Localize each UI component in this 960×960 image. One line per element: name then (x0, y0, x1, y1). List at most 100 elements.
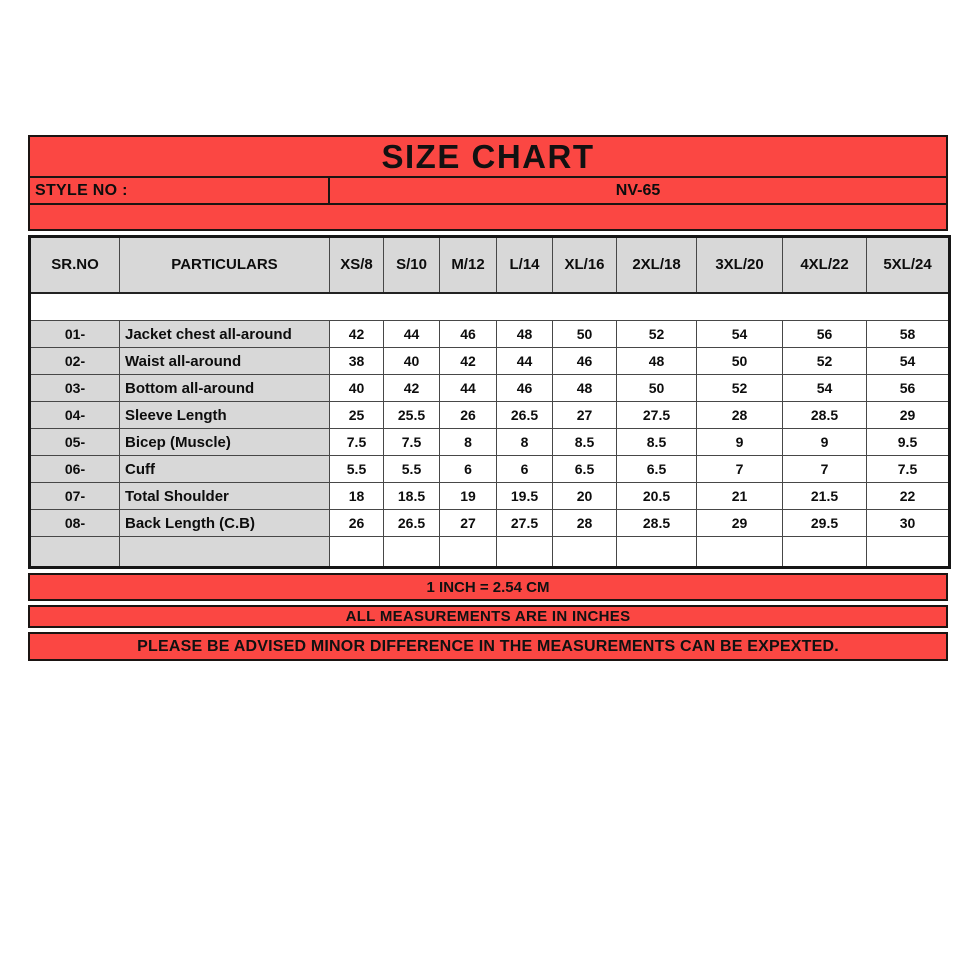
value-cell: 8.5 (616, 428, 697, 456)
value-cell: 18 (329, 482, 384, 510)
value-cell: 7.5 (383, 428, 440, 456)
value-cell: 44 (496, 347, 553, 375)
table-body: 01- Jacket chest all-around 42 44 46 48 50 52 54… (29, 292, 950, 568)
particulars-cell: Total Shoulder (119, 482, 330, 510)
value-cell: 48 (496, 320, 553, 348)
value-cell: 21 (696, 482, 783, 510)
value-cell: 29 (866, 401, 950, 429)
value-cell: 26 (329, 509, 384, 537)
sr-no-cell: 04- (29, 401, 120, 429)
sr-no-cell (29, 536, 120, 568)
value-cell: 6.5 (616, 455, 697, 483)
sr-no-cell: 05- (29, 428, 120, 456)
value-cell: 22 (866, 482, 950, 510)
size-chart-sheet: SIZE CHART STYLE NO : NV-65 SR.NO PARTICU… (28, 135, 951, 661)
note-units: ALL MEASUREMENTS ARE IN INCHES (28, 605, 948, 628)
value-cell (329, 536, 384, 568)
measurements-table: SR.NO PARTICULARS XS/8 S/10 M/12 L/14 XL/16 2XL… (28, 235, 951, 569)
value-cell (696, 536, 783, 568)
value-cell: 48 (616, 347, 697, 375)
value-cell: 8 (496, 428, 553, 456)
value-cell: 54 (696, 320, 783, 348)
sr-no-cell: 01- (29, 320, 120, 348)
particulars-cell: Bottom all-around (119, 374, 330, 402)
value-cell: 9 (782, 428, 867, 456)
value-cell: 8.5 (552, 428, 617, 456)
col-header-m-12: M/12 (439, 236, 497, 294)
value-cell: 30 (866, 509, 950, 537)
particulars-cell: Jacket chest all-around (119, 320, 330, 348)
table-header: SR.NO PARTICULARS XS/8 S/10 M/12 L/14 XL/16 2XL… (29, 236, 950, 294)
value-cell: 20 (552, 482, 617, 510)
style-no-value: NV-65 (615, 181, 661, 199)
value-cell: 27 (439, 509, 497, 537)
particulars-cell: Cuff (119, 455, 330, 483)
value-cell: 54 (866, 347, 950, 375)
col-header-3xl-20: 3XL/20 (696, 236, 783, 294)
value-cell: 7.5 (329, 428, 384, 456)
value-cell: 8 (439, 428, 497, 456)
value-cell: 58 (866, 320, 950, 348)
sr-no-cell: 08- (29, 509, 120, 537)
value-cell: 44 (383, 320, 440, 348)
particulars-cell (119, 536, 330, 568)
value-cell: 6.5 (552, 455, 617, 483)
value-cell: 19 (439, 482, 497, 510)
value-cell (866, 536, 950, 568)
value-cell: 50 (696, 347, 783, 375)
value-cell (782, 536, 867, 568)
value-cell: 52 (696, 374, 783, 402)
value-cell: 42 (383, 374, 440, 402)
table-row: 04- Sleeve Length 25 25.5 26 26.5 27 27.5 28 28.5… (29, 401, 950, 429)
value-cell (383, 536, 440, 568)
value-cell: 48 (552, 374, 617, 402)
sr-no-cell: 06- (29, 455, 120, 483)
col-header-2xl-18: 2XL/18 (616, 236, 697, 294)
value-cell (439, 536, 497, 568)
value-cell: 18.5 (383, 482, 440, 510)
style-no-label: STYLE NO : (30, 178, 330, 203)
value-cell: 19.5 (496, 482, 553, 510)
value-cell (552, 536, 617, 568)
col-header-xl-16: XL/16 (552, 236, 617, 294)
sr-no-cell: 02- (29, 347, 120, 375)
value-cell: 52 (782, 347, 867, 375)
value-cell: 27 (552, 401, 617, 429)
note-disclaimer: PLEASE BE ADVISED MINOR DIFFERENCE IN TH… (28, 632, 948, 661)
table-row: 08- Back Length (C.B) 26 26.5 27 27.5 28 28.5 29… (29, 509, 950, 537)
value-cell: 20.5 (616, 482, 697, 510)
note-inch-cm: 1 INCH = 2.54 CM (28, 573, 948, 601)
table-row: 06- Cuff 5.5 5.5 6 6 6.5 6.5 7 7 7.5 (29, 455, 950, 483)
value-cell: 50 (616, 374, 697, 402)
value-cell: 28.5 (616, 509, 697, 537)
value-cell: 25.5 (383, 401, 440, 429)
value-cell: 9.5 (866, 428, 950, 456)
col-header-5xl-24: 5XL/24 (866, 236, 950, 294)
style-no-row: STYLE NO : NV-65 (30, 178, 946, 205)
value-cell: 6 (439, 455, 497, 483)
value-cell (616, 536, 697, 568)
value-cell: 26.5 (383, 509, 440, 537)
sr-no-cell: 03- (29, 374, 120, 402)
value-cell: 26.5 (496, 401, 553, 429)
spacer-row-bottom (29, 536, 950, 568)
header-block: SIZE CHART STYLE NO : NV-65 (28, 135, 948, 231)
value-cell: 54 (782, 374, 867, 402)
particulars-cell: Sleeve Length (119, 401, 330, 429)
spacer-cell (29, 292, 950, 321)
table-row: 02- Waist all-around 38 40 42 44 46 48 50 52 54 (29, 347, 950, 375)
value-cell: 28.5 (782, 401, 867, 429)
value-cell: 9 (696, 428, 783, 456)
col-header-s-10: S/10 (383, 236, 440, 294)
value-cell: 27.5 (496, 509, 553, 537)
value-cell: 44 (439, 374, 497, 402)
value-cell: 46 (552, 347, 617, 375)
particulars-cell: Bicep (Muscle) (119, 428, 330, 456)
sr-no-cell: 07- (29, 482, 120, 510)
value-cell: 29.5 (782, 509, 867, 537)
value-cell: 52 (616, 320, 697, 348)
header-row: SR.NO PARTICULARS XS/8 S/10 M/12 L/14 XL/16 2XL… (29, 236, 950, 294)
col-header-4xl-22: 4XL/22 (782, 236, 867, 294)
col-header-sr-no: SR.NO (29, 236, 120, 294)
col-header-l-14: L/14 (496, 236, 553, 294)
